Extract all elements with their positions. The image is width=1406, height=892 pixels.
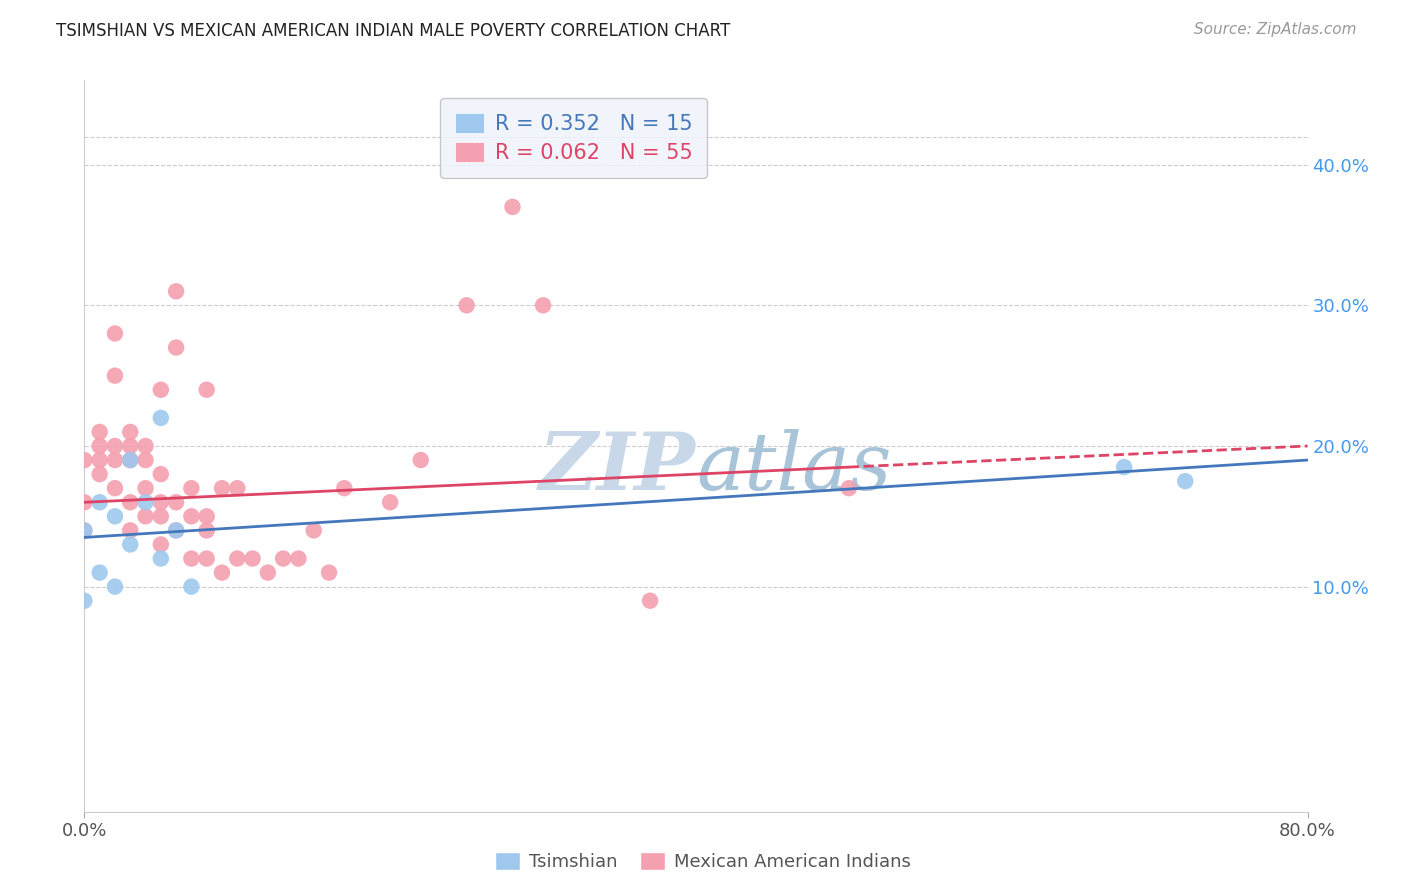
Point [165,285,187,299]
Point [120,439,142,453]
Point [180,509,202,524]
Point [380,495,402,509]
Point [104,439,127,453]
Point [211,481,233,495]
Point [287,551,309,566]
Point [89,453,111,467]
Point [302,524,325,538]
Point [226,551,249,566]
Point [73,495,96,509]
Point [120,425,142,439]
Point [149,551,172,566]
Point [409,453,432,467]
Text: atlas: atlas [696,429,891,507]
Point [104,368,127,383]
Point [104,453,127,467]
Point [195,383,218,397]
Point [149,495,172,509]
Point [226,481,249,495]
Point [120,524,142,538]
Point [456,298,478,312]
Point [135,509,157,524]
Point [165,341,187,355]
Point [120,453,142,467]
Point [165,524,187,538]
Point [165,524,187,538]
Point [242,551,264,566]
Text: Source: ZipAtlas.com: Source: ZipAtlas.com [1194,22,1357,37]
Point [89,495,111,509]
Point [1174,474,1197,488]
Point [180,481,202,495]
Point [531,298,554,312]
Point [318,566,340,580]
Point [195,524,218,538]
Point [195,509,218,524]
Point [135,495,157,509]
Point [149,467,172,482]
Point [89,439,111,453]
Point [73,453,96,467]
Text: ZIP: ZIP [538,429,696,507]
Point [180,551,202,566]
Legend: Tsimshian, Mexican American Indians: Tsimshian, Mexican American Indians [488,846,918,879]
Point [149,537,172,551]
Point [502,200,524,214]
Point [165,495,187,509]
Point [271,551,294,566]
Point [89,566,111,580]
Point [104,326,127,341]
Text: TSIMSHIAN VS MEXICAN AMERICAN INDIAN MALE POVERTY CORRELATION CHART: TSIMSHIAN VS MEXICAN AMERICAN INDIAN MAL… [56,22,731,40]
Point [120,495,142,509]
Point [135,481,157,495]
Point [257,566,280,580]
Point [104,580,127,594]
Point [149,383,172,397]
Point [73,524,96,538]
Point [638,593,661,607]
Point [180,580,202,594]
Point [135,439,157,453]
Point [73,593,96,607]
Point [120,537,142,551]
Point [120,453,142,467]
Point [104,509,127,524]
Point [1114,460,1136,475]
Point [89,467,111,482]
Point [149,410,172,425]
Point [211,566,233,580]
Point [838,481,860,495]
Point [89,425,111,439]
Point [135,453,157,467]
Point [149,509,172,524]
Point [195,551,218,566]
Point [73,524,96,538]
Point [104,481,127,495]
Legend: R = 0.352   N = 15, R = 0.062   N = 55: R = 0.352 N = 15, R = 0.062 N = 55 [440,98,707,178]
Point [333,481,356,495]
